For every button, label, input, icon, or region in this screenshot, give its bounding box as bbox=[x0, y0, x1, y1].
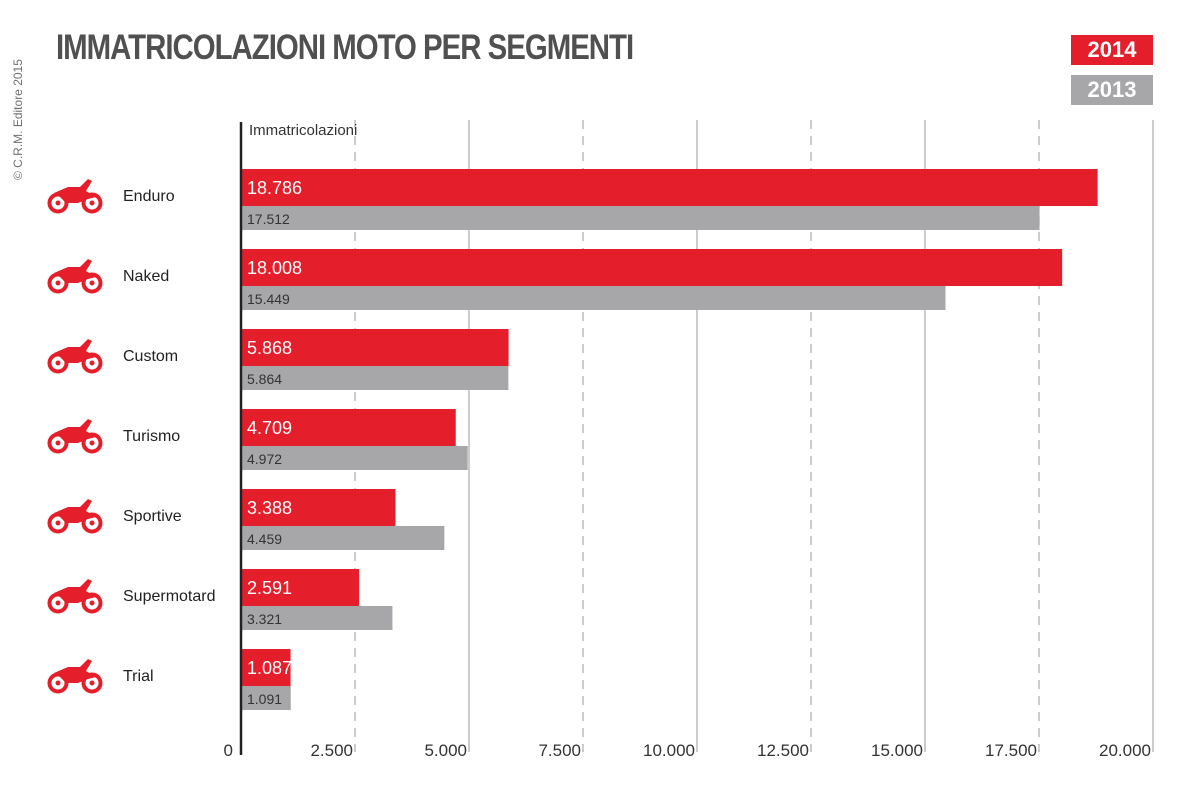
category-label: Custom bbox=[123, 348, 178, 365]
x-tick-label: 20.000 bbox=[1099, 741, 1151, 760]
category-label: Sportive bbox=[123, 508, 182, 525]
bar-2014 bbox=[241, 409, 456, 446]
custom-motorcycle-icon bbox=[47, 339, 103, 374]
category-label: Trial bbox=[123, 668, 154, 685]
category-label: Supermotard bbox=[123, 588, 216, 605]
bar-2013 bbox=[241, 206, 1040, 230]
x-tick-label: 17.500 bbox=[985, 741, 1037, 760]
bar-2013 bbox=[241, 446, 468, 470]
data-label-2014: 1.087 bbox=[247, 658, 292, 678]
data-label-2014: 3.388 bbox=[247, 498, 292, 518]
x-tick-label: 2.500 bbox=[310, 741, 353, 760]
legend-2014: 2014 bbox=[1071, 35, 1153, 65]
data-label-2013: 17.512 bbox=[247, 211, 290, 227]
data-label-2014: 18.786 bbox=[247, 178, 302, 198]
x-tick-label: 15.000 bbox=[871, 741, 923, 760]
x-tick-label: 0 bbox=[224, 741, 233, 760]
bar-2013 bbox=[241, 606, 393, 630]
enduro-motorcycle-icon bbox=[47, 179, 103, 214]
x-tick-label: 12.500 bbox=[757, 741, 809, 760]
data-label-2014: 5.868 bbox=[247, 338, 292, 358]
chart-title: IMMATRICOLAZIONI MOTO PER SEGMENTI bbox=[56, 28, 634, 67]
bar-2013 bbox=[241, 526, 445, 550]
category-label: Naked bbox=[123, 268, 169, 285]
x-tick-label: 10.000 bbox=[643, 741, 695, 760]
x-tick-label: 7.500 bbox=[538, 741, 581, 760]
trial-motorcycle-icon bbox=[47, 659, 103, 694]
data-label-2013: 1.091 bbox=[247, 691, 282, 707]
x-tick-label: 5.000 bbox=[424, 741, 467, 760]
x-axis-label: Immatricolazioni bbox=[249, 122, 357, 139]
bar-2013 bbox=[241, 686, 291, 710]
category-label: Turismo bbox=[123, 428, 180, 445]
category-label: Enduro bbox=[123, 188, 175, 205]
bar-2013 bbox=[241, 366, 509, 390]
touring-motorcycle-icon bbox=[47, 419, 103, 454]
data-label-2013: 4.459 bbox=[247, 531, 282, 547]
bar-2014 bbox=[241, 489, 396, 526]
data-label-2014: 4.709 bbox=[247, 418, 292, 438]
bar-2014 bbox=[241, 649, 291, 686]
legend-2013: 2013 bbox=[1071, 75, 1153, 105]
sport-motorcycle-icon bbox=[47, 499, 103, 534]
data-label-2014: 18.008 bbox=[247, 258, 302, 278]
bar-2013 bbox=[241, 286, 946, 310]
data-label-2014: 2.591 bbox=[247, 578, 292, 598]
naked-motorcycle-icon bbox=[47, 259, 103, 294]
supermotard-motorcycle-icon bbox=[47, 579, 103, 614]
bar-2014 bbox=[241, 249, 1063, 286]
data-label-2013: 3.321 bbox=[247, 611, 282, 627]
bar-2014 bbox=[241, 169, 1098, 206]
data-label-2013: 5.864 bbox=[247, 371, 282, 387]
data-label-2013: 4.972 bbox=[247, 451, 282, 467]
data-label-2013: 15.449 bbox=[247, 291, 290, 307]
bar-2014 bbox=[241, 569, 360, 606]
bar-2014 bbox=[241, 329, 509, 366]
